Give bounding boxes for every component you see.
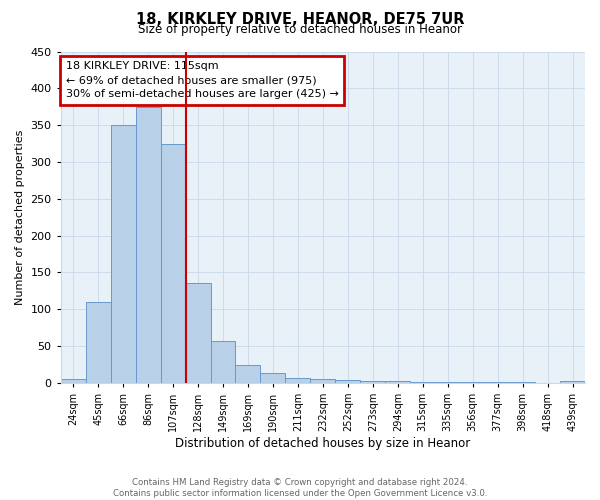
Bar bbox=[260, 374, 286, 383]
Bar bbox=[435, 382, 460, 383]
Text: Size of property relative to detached houses in Heanor: Size of property relative to detached ho… bbox=[138, 22, 462, 36]
Bar bbox=[161, 144, 185, 383]
Bar bbox=[86, 302, 110, 383]
Bar bbox=[385, 382, 410, 383]
Bar bbox=[235, 364, 260, 383]
Bar bbox=[510, 382, 535, 383]
Bar bbox=[136, 106, 161, 383]
Bar bbox=[310, 379, 335, 383]
Bar bbox=[185, 284, 211, 383]
Bar bbox=[110, 125, 136, 383]
Bar bbox=[361, 380, 385, 383]
X-axis label: Distribution of detached houses by size in Heanor: Distribution of detached houses by size … bbox=[175, 437, 470, 450]
Bar bbox=[286, 378, 310, 383]
Text: Contains HM Land Registry data © Crown copyright and database right 2024.
Contai: Contains HM Land Registry data © Crown c… bbox=[113, 478, 487, 498]
Bar bbox=[460, 382, 485, 383]
Bar bbox=[211, 341, 235, 383]
Bar bbox=[335, 380, 361, 383]
Bar bbox=[485, 382, 510, 383]
Bar bbox=[560, 382, 585, 383]
Text: 18 KIRKLEY DRIVE: 115sqm
← 69% of detached houses are smaller (975)
30% of semi-: 18 KIRKLEY DRIVE: 115sqm ← 69% of detach… bbox=[66, 62, 339, 100]
Bar bbox=[61, 379, 86, 383]
Bar bbox=[410, 382, 435, 383]
Y-axis label: Number of detached properties: Number of detached properties bbox=[15, 130, 25, 305]
Text: 18, KIRKLEY DRIVE, HEANOR, DE75 7UR: 18, KIRKLEY DRIVE, HEANOR, DE75 7UR bbox=[136, 12, 464, 28]
